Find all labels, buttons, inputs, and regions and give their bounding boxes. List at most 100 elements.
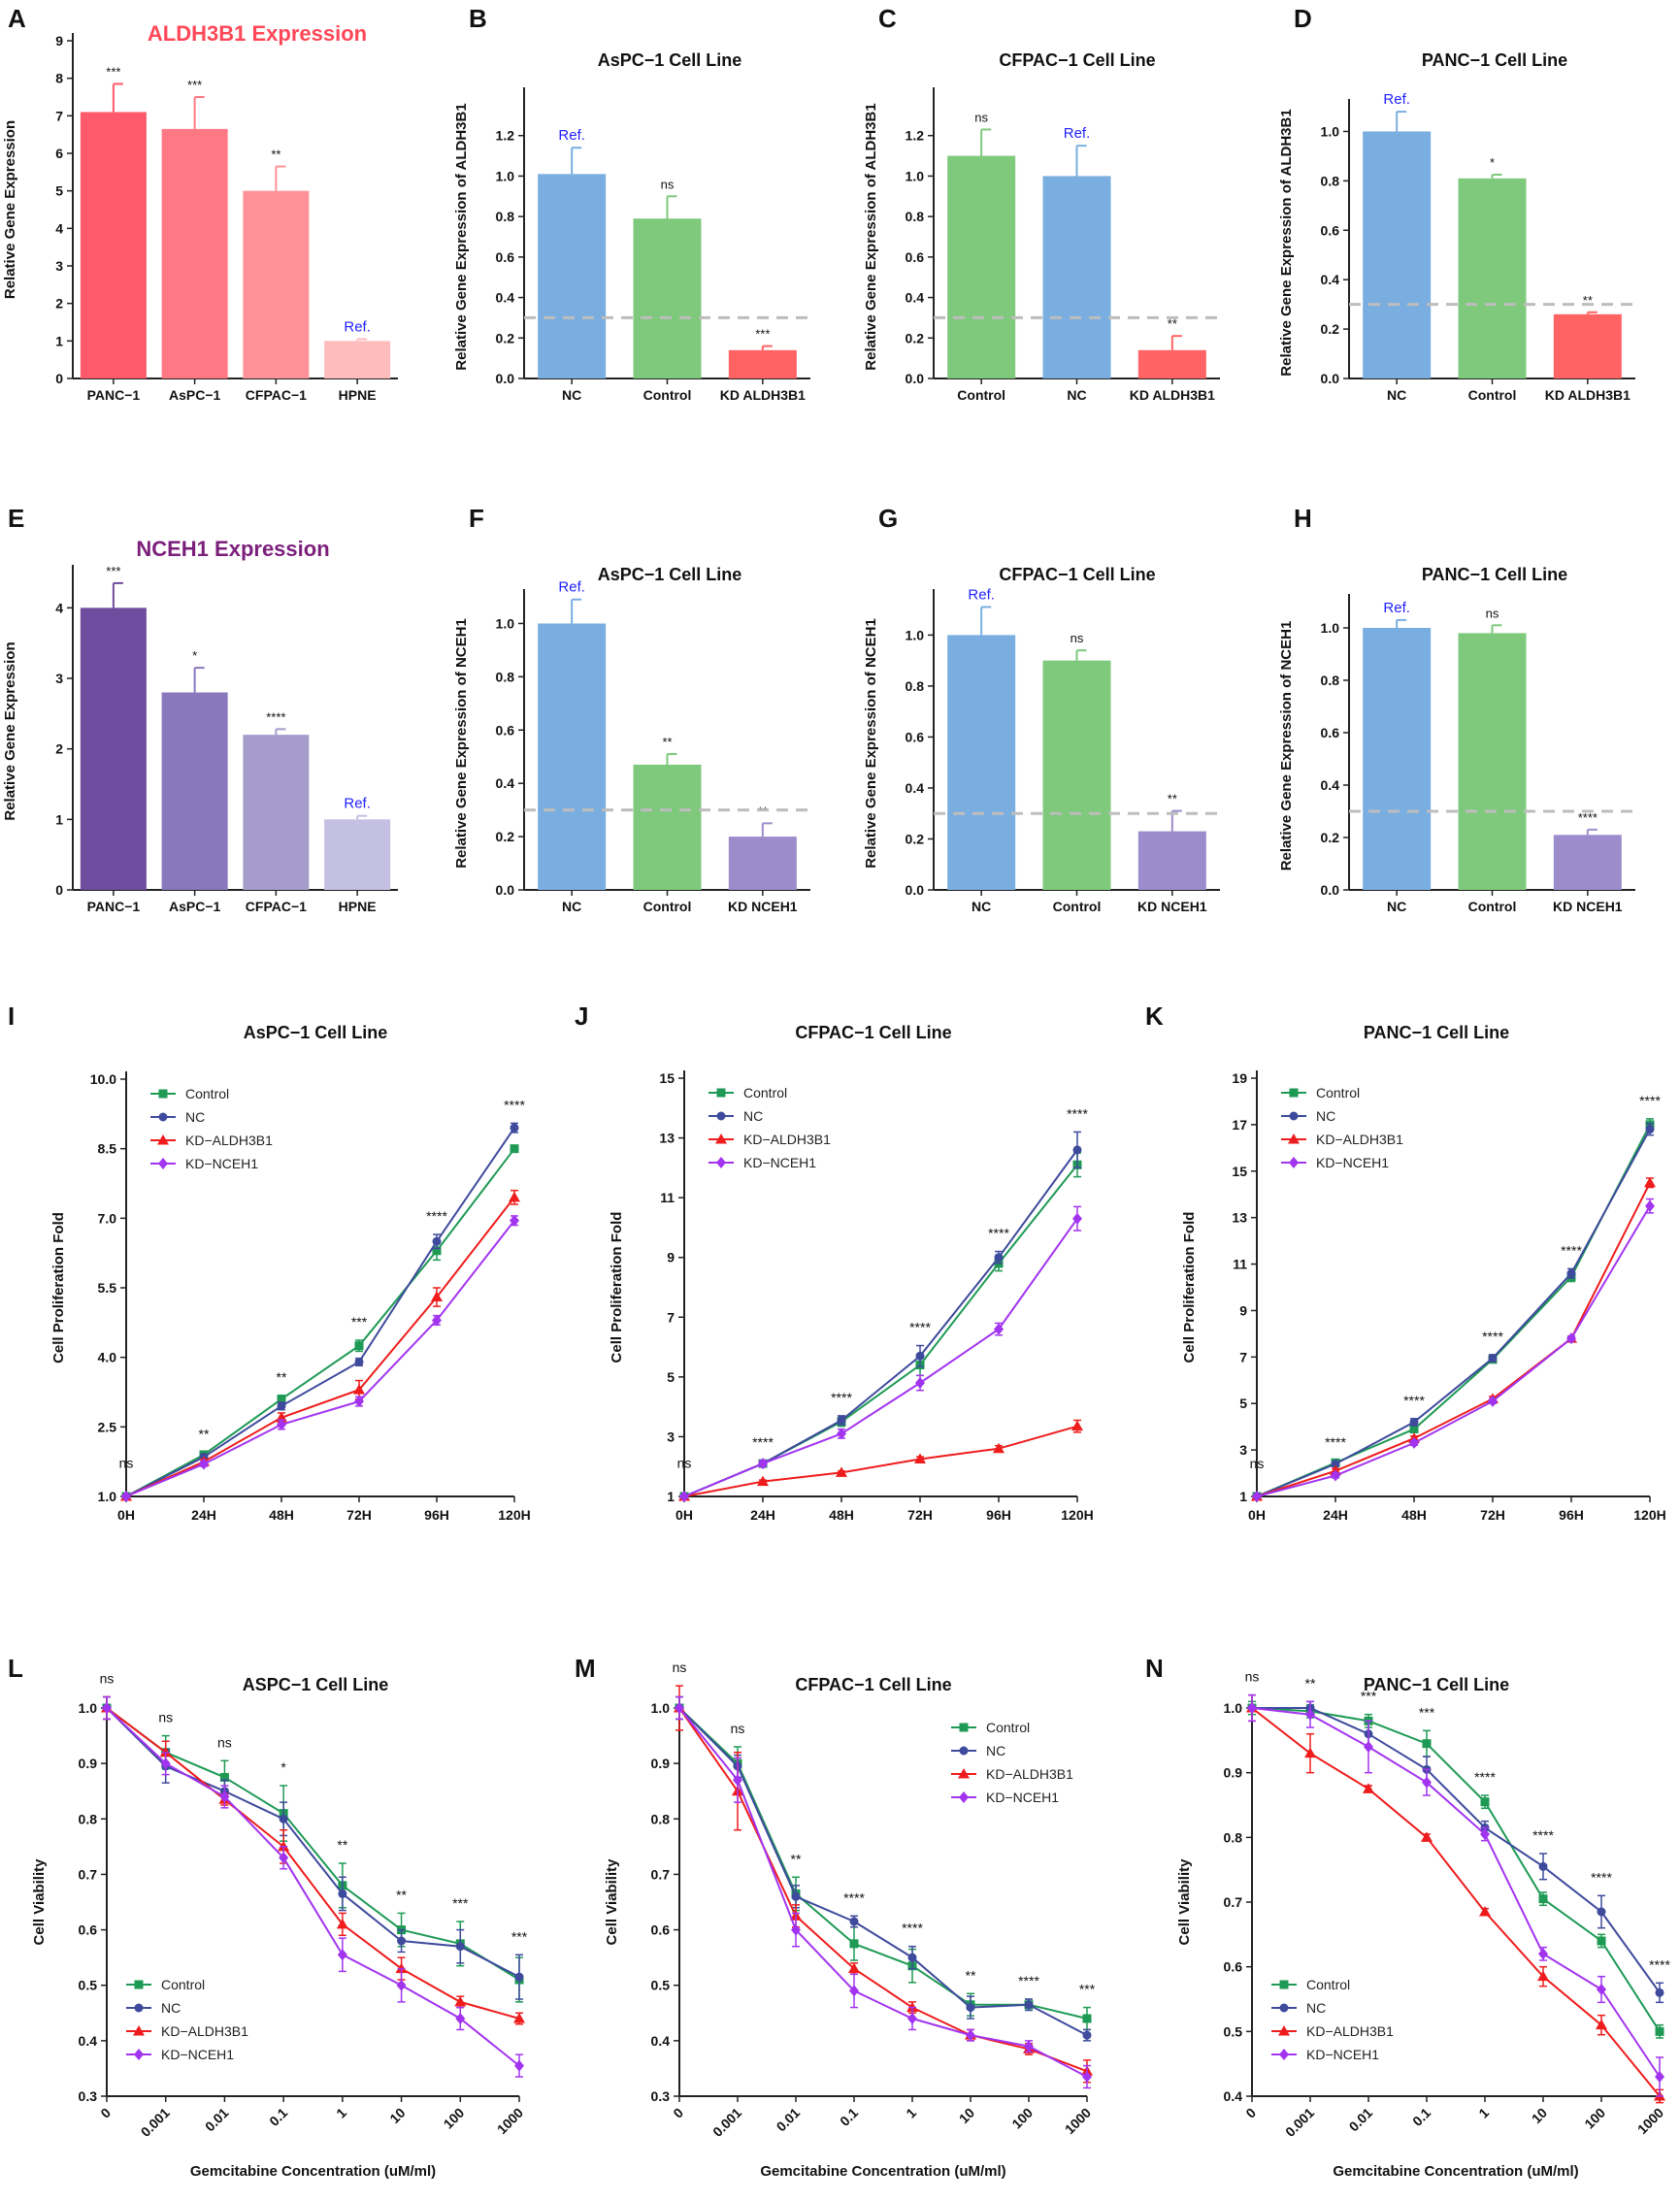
x-tick-label: 10 [1529, 2105, 1550, 2126]
marker-diamond [510, 1214, 519, 1227]
marker-diamond [134, 2049, 144, 2060]
marker-square [1538, 1894, 1548, 1904]
bar [1042, 176, 1111, 378]
marker-diamond [1566, 1332, 1576, 1345]
y-tick-label: 2.5 [98, 1419, 117, 1434]
x-tick-label: 0.01 [202, 2105, 232, 2135]
y-axis-label: Relative Gene Expression of ALDH3B1 [863, 103, 879, 370]
x-tick-label: HPNE [339, 387, 377, 403]
bar [80, 112, 147, 378]
bar [1363, 131, 1432, 378]
marker-triangle [336, 1918, 348, 1929]
sig-label: **** [1018, 1973, 1039, 1988]
y-tick-label: 5 [1239, 1396, 1247, 1411]
marker-diamond [915, 1377, 925, 1390]
sig-label: **** [831, 1390, 852, 1405]
marker-diamond [160, 1758, 171, 1770]
x-tick-label: 100 [1008, 2105, 1036, 2132]
x-tick-label: 72H [346, 1507, 372, 1523]
sig-label: **** [1532, 1827, 1554, 1843]
chart-title: NCEH1 Expression [136, 537, 329, 561]
y-tick-label: 0.6 [906, 249, 925, 265]
y-axis-label: Relative Gene Expression of NCEH1 [453, 618, 470, 869]
marker-square [849, 1939, 859, 1949]
marker-diamond [1488, 1395, 1498, 1407]
bar [947, 155, 1016, 378]
x-tick-label: 96H [1559, 1507, 1584, 1523]
marker-circle [994, 1253, 1004, 1263]
legend-label: KD−ALDH3B1 [986, 1766, 1073, 1782]
marker-triangle [431, 1291, 443, 1302]
bar [243, 190, 310, 378]
panel-letter: J [575, 1002, 588, 1031]
y-tick-label: 2 [55, 741, 63, 757]
marker-triangle [513, 2013, 525, 2023]
legend-label: Control [185, 1086, 229, 1101]
y-tick-label: 0.8 [1224, 1829, 1243, 1845]
y-tick-label: 0.6 [496, 249, 515, 265]
sig-label: **** [752, 1434, 774, 1450]
x-tick-label: 96H [424, 1507, 449, 1523]
y-tick-label: 4 [55, 220, 63, 236]
marker-diamond [1279, 2049, 1289, 2060]
sig-label: ** [277, 1369, 287, 1385]
x-tick-label: CFPAC−1 [246, 387, 307, 403]
marker-triangle [1071, 1420, 1083, 1431]
bar [728, 349, 797, 378]
y-tick-label: 8 [55, 71, 63, 86]
bar [1553, 835, 1622, 890]
panel-E: E NCEH1 Expression 0 1 2 3 4 Relative Gene Expr… [2, 504, 398, 914]
marker-circle [1566, 1268, 1576, 1278]
panel-letter: G [878, 504, 898, 533]
panel-letter: D [1294, 4, 1312, 33]
marker-diamond [277, 1418, 286, 1430]
x-tick-label: 1000 [1062, 2105, 1094, 2137]
marker-square [959, 1723, 969, 1732]
x-tick-label: 48H [1401, 1507, 1427, 1523]
y-tick-label: 4.0 [98, 1350, 117, 1365]
sig-label: **** [426, 1208, 447, 1224]
legend-label: Control [1306, 1977, 1350, 1992]
y-tick-label: 0.4 [1321, 777, 1340, 793]
legend-label: KD−NCEH1 [743, 1155, 816, 1170]
panel-G: G CFPAC−1 Cell Line 0.0 0.2 0.4 0.6 0.8 1.0 Rela… [863, 504, 1220, 914]
marker-circle [455, 1942, 465, 1952]
sig-label: ** [271, 148, 280, 162]
y-tick-label: 0.2 [1321, 830, 1340, 845]
y-tick-label: 0 [55, 371, 63, 386]
marker-diamond [994, 1323, 1004, 1335]
marker-square [1597, 1936, 1606, 1946]
y-axis-label: Cell Viability [1176, 1858, 1193, 1946]
marker-triangle [1644, 1176, 1656, 1188]
y-tick-label: 1.0 [906, 168, 925, 183]
bar [538, 174, 607, 378]
marker-diamond [675, 1702, 684, 1714]
sig-label: ns [673, 1659, 687, 1675]
x-tick-label: 1 [1475, 2105, 1492, 2121]
marker-circle [158, 1112, 168, 1122]
marker-square [432, 1246, 442, 1256]
marker-triangle [1363, 1783, 1374, 1793]
legend-label: NC [1316, 1108, 1335, 1124]
y-tick-label: 0.6 [79, 1922, 98, 1938]
bar [324, 819, 391, 890]
marker-square [1409, 1425, 1419, 1434]
panel-letter: F [469, 504, 484, 533]
marker-triangle [1304, 1747, 1316, 1758]
y-tick-label: 0.4 [1224, 2088, 1243, 2104]
marker-triangle [715, 1133, 727, 1144]
sig-label: ** [1168, 792, 1177, 806]
marker-circle [1645, 1125, 1655, 1134]
x-tick-label: PANC−1 [87, 387, 141, 403]
marker-circle [849, 1917, 859, 1926]
sig-label: **** [1561, 1242, 1582, 1258]
panel-letter: K [1145, 1002, 1164, 1031]
y-tick-label: 0.6 [496, 722, 515, 738]
y-axis-label: Relative Gene Expression of NCEH1 [863, 618, 879, 869]
sig-label: ns [217, 1734, 232, 1750]
y-tick-label: 1 [55, 333, 63, 348]
marker-diamond [1480, 1828, 1490, 1840]
sig-label: **** [1578, 810, 1598, 825]
y-tick-label: 0.4 [906, 290, 925, 306]
